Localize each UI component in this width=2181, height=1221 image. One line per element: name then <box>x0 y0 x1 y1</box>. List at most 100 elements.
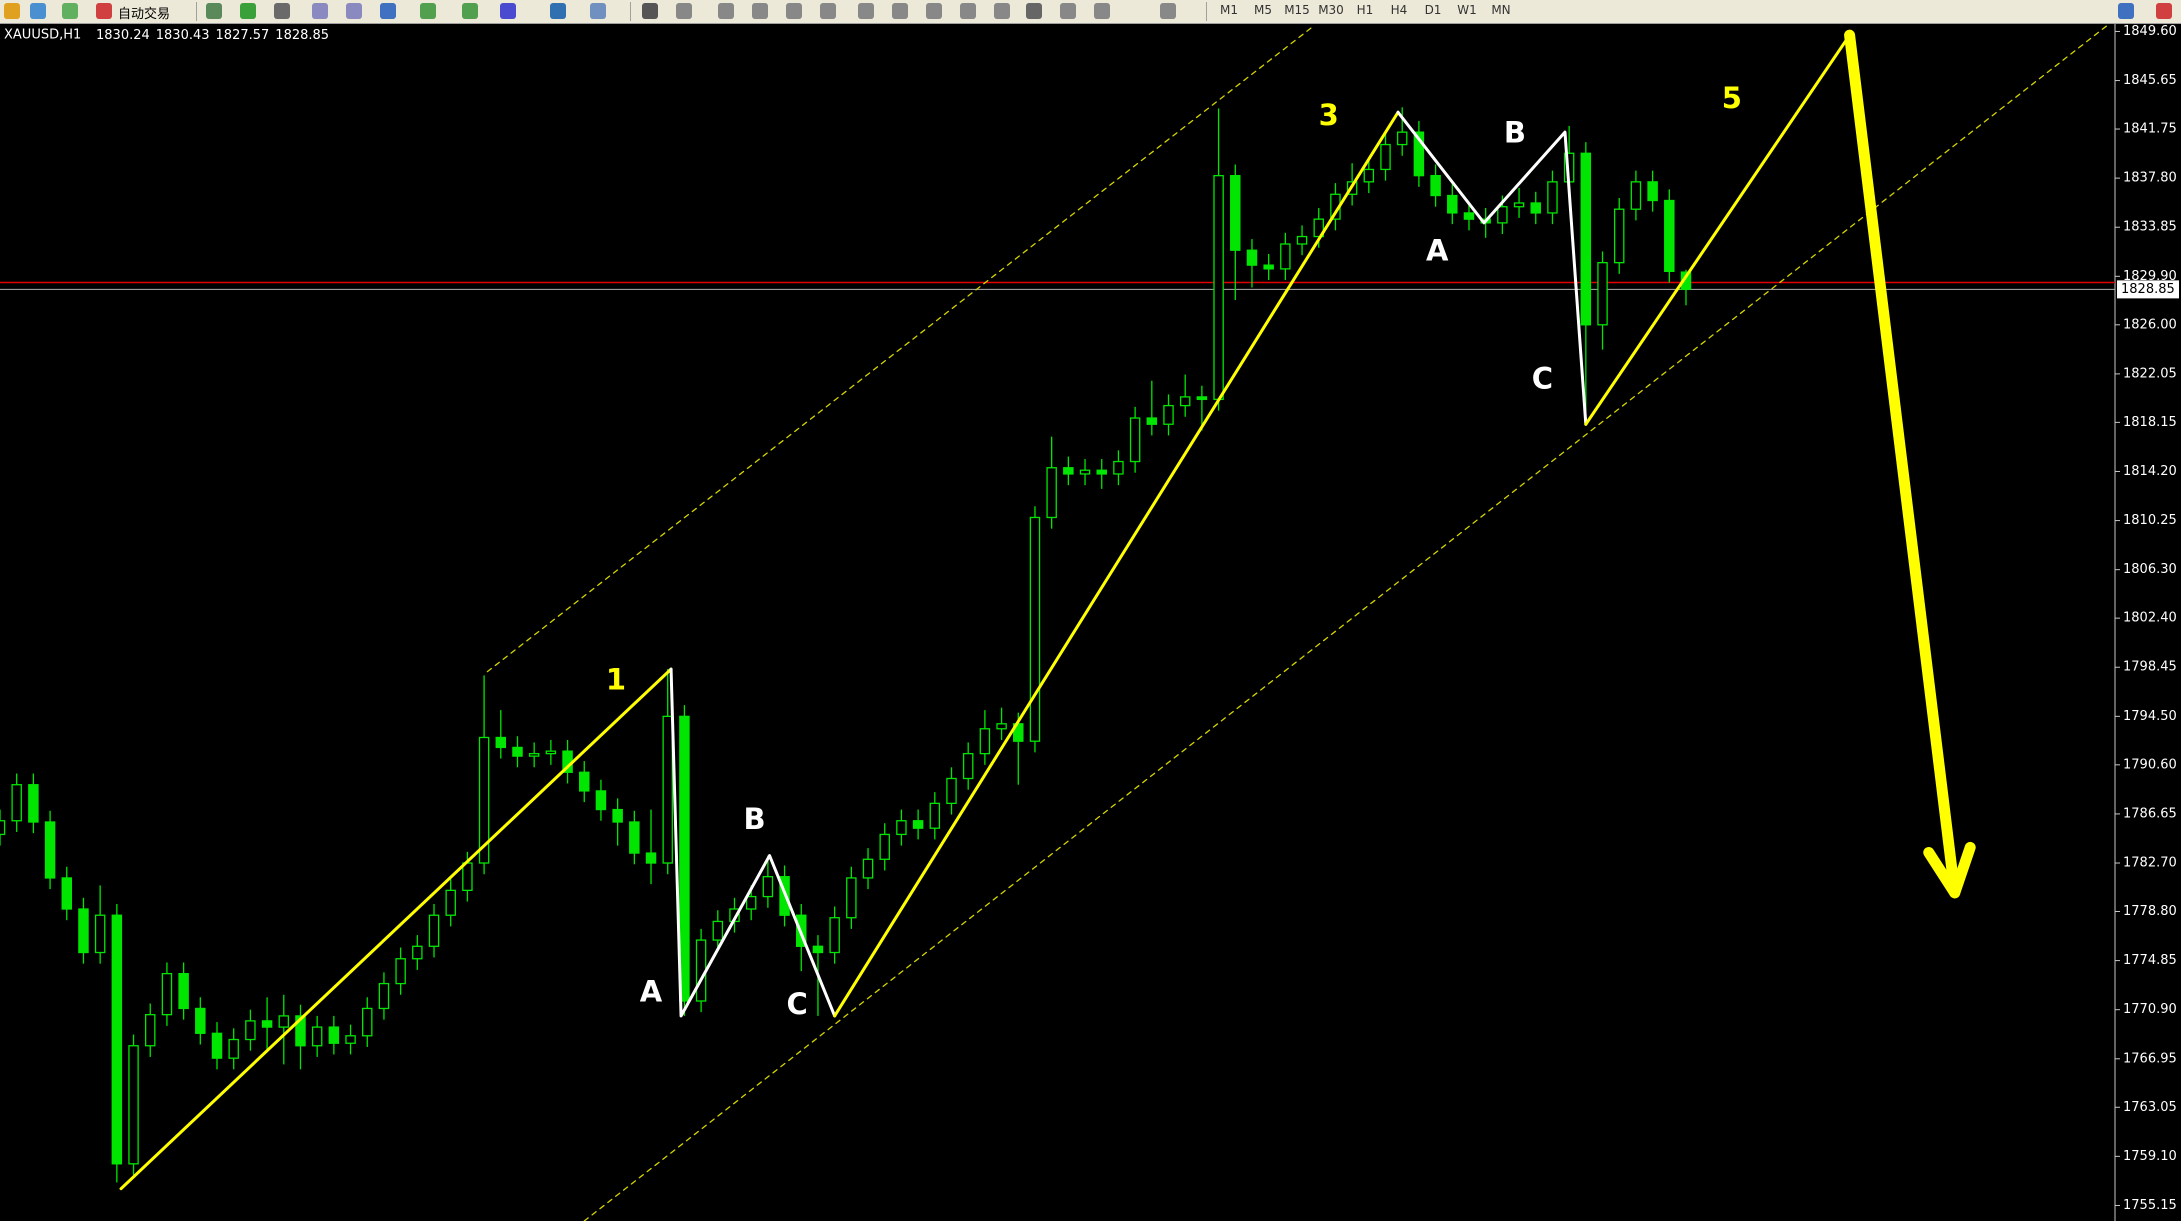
candle-body <box>1630 181 1642 210</box>
y-tick-label: 1770.90 <box>2123 1002 2177 1017</box>
icon[interactable] <box>550 3 566 19</box>
y-tick-label: 1849.60 <box>2123 24 2177 39</box>
candle-body <box>1179 396 1191 407</box>
icon[interactable] <box>642 3 658 19</box>
icon[interactable] <box>30 3 46 19</box>
icon[interactable] <box>994 3 1010 19</box>
icon[interactable] <box>676 3 692 19</box>
wave-label: 3 <box>1319 98 1339 132</box>
icon[interactable] <box>590 3 606 19</box>
candle-body <box>1430 174 1441 197</box>
candle-body <box>178 972 189 1010</box>
icon[interactable] <box>420 3 436 19</box>
y-tick-label: 1829.90 <box>2123 269 2177 284</box>
timeframe-button[interactable]: M30 <box>1318 3 1344 17</box>
icon[interactable] <box>892 3 908 19</box>
icon[interactable] <box>858 3 874 19</box>
forecast-arrow <box>1844 29 1961 899</box>
wave-label: 1 <box>606 663 626 697</box>
icon[interactable] <box>960 3 976 19</box>
candle-body <box>1447 194 1458 214</box>
ohlc-value: 1830.43 <box>156 28 210 43</box>
candle-body <box>679 715 690 1002</box>
y-tick-label: 1806.30 <box>2123 562 2177 577</box>
candle-body <box>745 895 757 910</box>
toolbar: 自动交易 M1 M5 M15 M30 H1 H4 D1 W1 MN <box>0 0 2181 24</box>
candle-body <box>1129 417 1141 463</box>
icon[interactable] <box>718 3 734 19</box>
timeframe-button[interactable]: D1 <box>1424 3 1442 17</box>
candle-body <box>144 1014 156 1047</box>
candle-body <box>445 889 456 916</box>
icon[interactable] <box>462 3 478 19</box>
separator <box>630 2 631 21</box>
candle-body <box>495 736 507 749</box>
candle-body <box>428 914 440 947</box>
candle-body <box>128 1045 139 1165</box>
candle-body <box>896 820 907 836</box>
icon[interactable] <box>820 3 836 19</box>
icon[interactable] <box>96 3 112 19</box>
candle-body <box>579 771 590 792</box>
icon[interactable] <box>926 3 942 19</box>
candle-body <box>1530 202 1541 214</box>
icon[interactable] <box>2156 3 2172 19</box>
candle-body <box>211 1032 223 1059</box>
candle-body <box>1296 235 1308 245</box>
candle-body <box>1363 168 1375 183</box>
timeframe-button[interactable]: MN <box>1491 3 1511 17</box>
timeframe-button[interactable]: M15 <box>1284 3 1310 17</box>
auto-trading-button[interactable]: 自动交易 <box>118 7 171 22</box>
candle-body <box>629 821 640 854</box>
candle-body <box>1113 460 1124 475</box>
icon[interactable] <box>312 3 328 19</box>
timeframe-button[interactable]: M1 <box>1220 3 1238 17</box>
timeframe-button[interactable]: W1 <box>1457 3 1477 17</box>
icon[interactable] <box>2118 3 2134 19</box>
y-tick-label: 1810.25 <box>2123 513 2177 528</box>
candle-body <box>1029 516 1041 742</box>
icon[interactable] <box>500 3 516 19</box>
y-tick-label: 1845.65 <box>2123 73 2177 88</box>
icon[interactable] <box>346 3 362 19</box>
icon[interactable] <box>786 3 802 19</box>
wave-label: C <box>1532 362 1553 396</box>
icon[interactable] <box>206 3 222 19</box>
candle-body <box>1547 181 1558 214</box>
y-tick-label: 1755.15 <box>2123 1198 2177 1213</box>
candle-body <box>195 1007 206 1034</box>
y-tick-label: 1759.10 <box>2123 1149 2177 1164</box>
icon[interactable] <box>1094 3 1110 19</box>
icon[interactable] <box>62 3 78 19</box>
icon[interactable] <box>1060 3 1076 19</box>
candle-body <box>1647 181 1658 202</box>
y-tick-label: 1786.65 <box>2123 806 2177 821</box>
candle-body <box>962 752 974 780</box>
candle-body <box>1263 264 1274 270</box>
y-tick-label: 1822.05 <box>2123 366 2177 381</box>
candle-body <box>1597 262 1608 326</box>
candle-body <box>1096 469 1107 475</box>
timeframe-button[interactable]: M5 <box>1254 3 1272 17</box>
icon[interactable] <box>4 3 20 19</box>
wave-label: A <box>1426 234 1449 268</box>
candle-body <box>545 750 557 755</box>
icon[interactable] <box>1026 3 1042 19</box>
channel-line <box>583 24 2109 1221</box>
candle-body <box>1380 143 1391 171</box>
icon[interactable] <box>1160 3 1176 19</box>
icon[interactable] <box>274 3 290 19</box>
candle-body <box>412 945 423 960</box>
timeframe-button[interactable]: H4 <box>1390 3 1408 17</box>
candle-body <box>846 877 857 919</box>
icon[interactable] <box>240 3 256 19</box>
icon[interactable] <box>752 3 768 19</box>
wave-label: C <box>786 987 807 1021</box>
y-tick-label: 1826.00 <box>2123 317 2177 332</box>
candle-body <box>862 858 874 879</box>
icon[interactable] <box>380 3 396 19</box>
timeframe-button[interactable]: H1 <box>1356 3 1374 17</box>
candle-body <box>1580 152 1592 326</box>
candle-body <box>1079 469 1091 475</box>
wave-line <box>1584 33 1852 426</box>
